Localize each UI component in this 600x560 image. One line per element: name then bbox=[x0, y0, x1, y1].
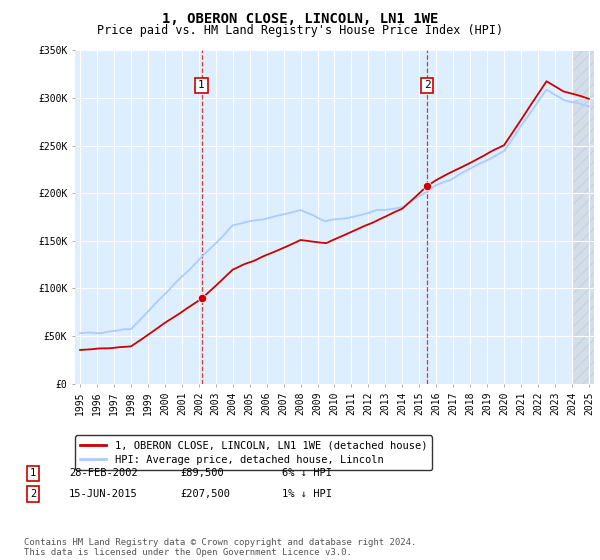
Text: 2: 2 bbox=[424, 81, 430, 90]
Text: 6% ↓ HPI: 6% ↓ HPI bbox=[282, 468, 332, 478]
Text: 15-JUN-2015: 15-JUN-2015 bbox=[69, 489, 138, 499]
Text: 1% ↓ HPI: 1% ↓ HPI bbox=[282, 489, 332, 499]
Text: Contains HM Land Registry data © Crown copyright and database right 2024.
This d: Contains HM Land Registry data © Crown c… bbox=[24, 538, 416, 557]
Text: £207,500: £207,500 bbox=[180, 489, 230, 499]
Text: 1: 1 bbox=[30, 468, 36, 478]
Text: 1: 1 bbox=[198, 81, 205, 90]
Text: Price paid vs. HM Land Registry's House Price Index (HPI): Price paid vs. HM Land Registry's House … bbox=[97, 24, 503, 36]
Legend: 1, OBERON CLOSE, LINCOLN, LN1 1WE (detached house), HPI: Average price, detached: 1, OBERON CLOSE, LINCOLN, LN1 1WE (detac… bbox=[75, 436, 433, 470]
Text: £89,500: £89,500 bbox=[180, 468, 224, 478]
Text: 2: 2 bbox=[30, 489, 36, 499]
Text: 28-FEB-2002: 28-FEB-2002 bbox=[69, 468, 138, 478]
Bar bbox=[572, 50, 598, 384]
Text: 1, OBERON CLOSE, LINCOLN, LN1 1WE: 1, OBERON CLOSE, LINCOLN, LN1 1WE bbox=[162, 12, 438, 26]
